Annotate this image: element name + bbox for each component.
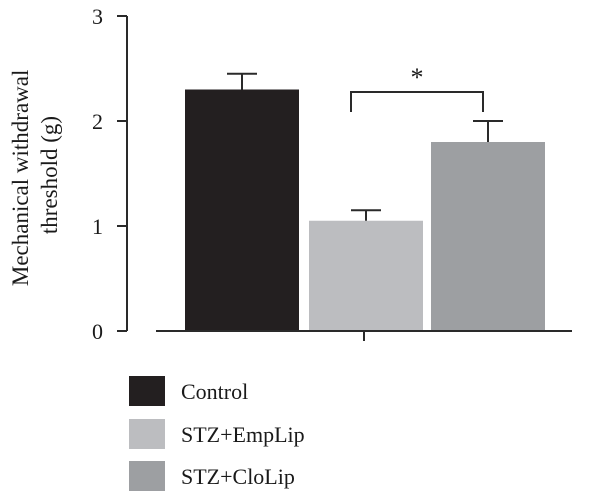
y-tick-label-0: 0 bbox=[92, 319, 103, 344]
legend-label-stz-emplip: STZ+EmpLip bbox=[181, 422, 305, 447]
legend-swatch-control bbox=[129, 376, 165, 406]
y-axis-ticks: 0 1 2 3 bbox=[92, 4, 127, 344]
significance-line bbox=[350, 91, 484, 112]
bars bbox=[185, 72, 545, 331]
bar-control bbox=[185, 89, 299, 331]
legend: Control STZ+EmpLip STZ+CloLip bbox=[129, 376, 305, 491]
legend-swatch-stz-clolip bbox=[129, 461, 165, 491]
bar-stz-clolip bbox=[431, 142, 545, 331]
significance-bracket: * bbox=[350, 63, 484, 112]
y-tick-label-1: 1 bbox=[92, 214, 103, 239]
y-tick-label-3: 3 bbox=[92, 4, 103, 29]
y-axis-label-line-2: threshold (g) bbox=[37, 116, 62, 234]
y-axis-label: Mechanical withdrawal threshold (g) bbox=[8, 64, 62, 286]
legend-swatch-stz-emplip bbox=[129, 419, 165, 449]
legend-label-stz-clolip: STZ+CloLip bbox=[181, 464, 295, 489]
bar-stz-emplip bbox=[309, 220, 423, 331]
y-tick-label-2: 2 bbox=[92, 109, 103, 134]
legend-label-control: Control bbox=[181, 379, 248, 404]
significance-mark: * bbox=[411, 63, 424, 92]
y-axis-label-line-1: Mechanical withdrawal bbox=[8, 70, 33, 287]
